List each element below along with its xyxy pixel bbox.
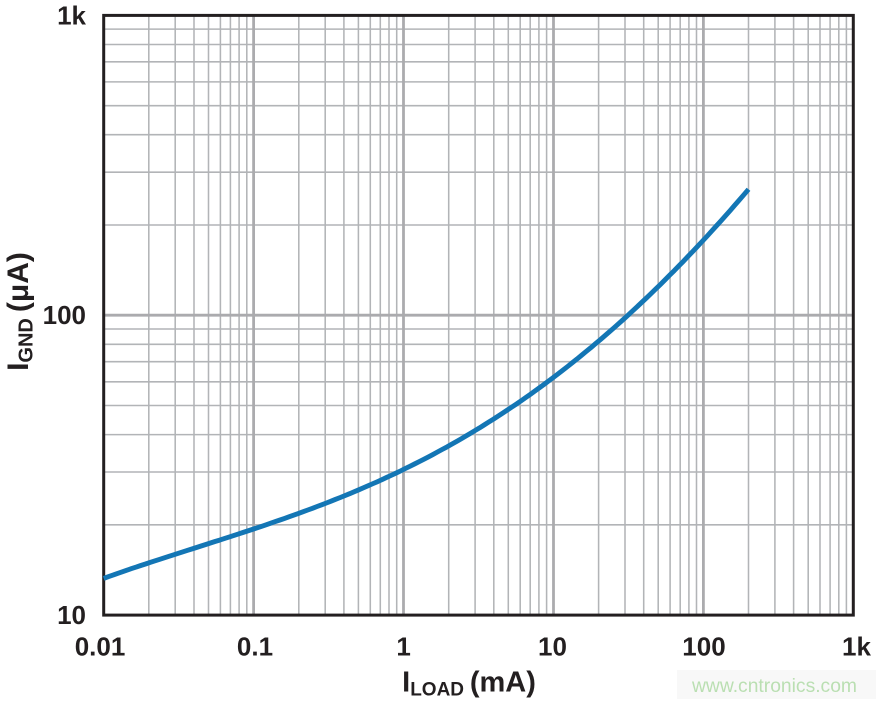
svg-text:1k: 1k xyxy=(842,632,871,662)
svg-text:100: 100 xyxy=(43,300,86,330)
svg-text:0.1: 0.1 xyxy=(237,632,273,662)
svg-text:10: 10 xyxy=(57,600,86,630)
svg-text:100: 100 xyxy=(682,632,725,662)
svg-text:1: 1 xyxy=(396,632,410,662)
svg-text:10: 10 xyxy=(538,632,567,662)
svg-text:www.cntronics.com: www.cntronics.com xyxy=(691,676,857,697)
svg-text:0.01: 0.01 xyxy=(75,632,126,662)
svg-text:1k: 1k xyxy=(57,0,86,30)
